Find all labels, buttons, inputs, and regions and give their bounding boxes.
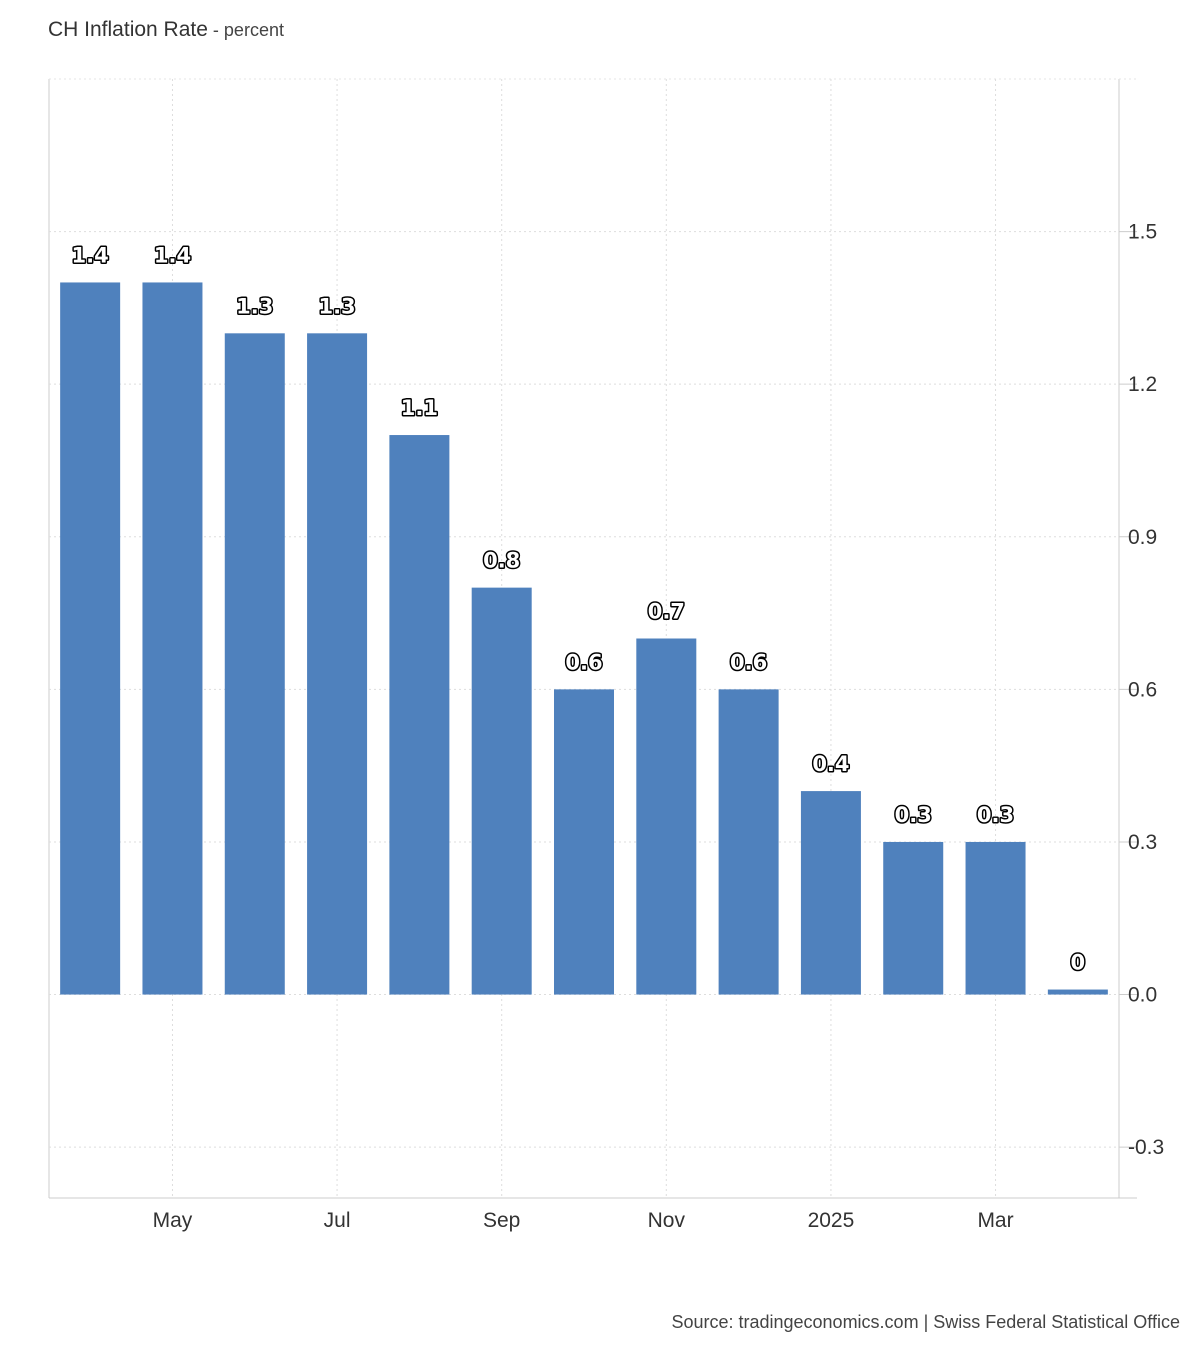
- y-tick-label: 0.0: [1128, 984, 1157, 1007]
- title-text: CH Inflation Rate: [48, 18, 208, 41]
- y-tick-label: 0.6: [1128, 678, 1157, 701]
- data-label: 0: [1071, 951, 1086, 975]
- data-label: 0.3: [977, 803, 1014, 827]
- data-label: 0.4: [812, 752, 849, 776]
- y-tick-label: 0.9: [1128, 526, 1157, 549]
- bar[interactable]: [554, 689, 614, 995]
- bar[interactable]: [224, 333, 285, 995]
- data-label: 0.6: [730, 650, 767, 674]
- y-axis: -0.3 0.0 0.3 0.6 0.9 1.2 1.5: [1128, 221, 1164, 1160]
- bar[interactable]: [800, 791, 861, 995]
- bar[interactable]: [471, 587, 532, 995]
- bar[interactable]: [60, 282, 121, 995]
- y-tick-label: -0.3: [1128, 1136, 1164, 1159]
- y-tick-label: 0.3: [1128, 831, 1157, 854]
- bar[interactable]: [883, 841, 944, 995]
- x-tick-label: Sep: [483, 1209, 520, 1232]
- y-tick-label: 1.2: [1128, 373, 1157, 396]
- data-label: 0.3: [895, 803, 932, 827]
- bar[interactable]: [307, 333, 368, 995]
- y-tick-label: 1.5: [1128, 221, 1157, 244]
- data-label: 0.8: [483, 549, 520, 573]
- grid: [48, 78, 1137, 1199]
- bar[interactable]: [389, 435, 450, 995]
- data-label: 1.4: [72, 243, 109, 267]
- subtitle-text: percent: [223, 20, 284, 40]
- x-tick-label: May: [153, 1209, 193, 1232]
- bar[interactable]: [1047, 989, 1108, 995]
- data-label: 0.6: [565, 650, 602, 674]
- data-label: 0.7: [648, 600, 685, 624]
- data-label: 1.3: [318, 294, 355, 318]
- chart-plot: 1.4 1.4 1.3 1.3 1.1 0.8 0.6 0.7 0.6 0.4 0.3 0.3 0 -0…: [48, 78, 1164, 1232]
- data-label: 1.3: [236, 294, 273, 318]
- x-tick-label: Mar: [977, 1209, 1013, 1232]
- source-note: Source: tradingeconomics.com | Swiss Fed…: [671, 1312, 1180, 1332]
- data-labels: 1.4 1.4 1.3 1.3 1.1 0.8 0.6 0.7 0.6 0.4 0.3 0.3 0: [70, 242, 1087, 976]
- title-separator: -: [207, 20, 224, 40]
- bar[interactable]: [718, 689, 779, 995]
- chart-title: CH Inflation Rate - percent: [48, 18, 284, 42]
- bar[interactable]: [142, 282, 203, 995]
- data-label: 1.1: [401, 396, 438, 420]
- bar[interactable]: [636, 638, 697, 995]
- x-tick-label: Nov: [648, 1209, 686, 1232]
- x-tick-label: Jul: [324, 1209, 351, 1232]
- bar[interactable]: [965, 841, 1026, 995]
- x-axis: May Jul Sep Nov 2025 Mar: [153, 1209, 1014, 1232]
- x-tick-label: 2025: [808, 1209, 855, 1232]
- data-label: 1.4: [154, 243, 191, 267]
- bars: [60, 282, 1108, 995]
